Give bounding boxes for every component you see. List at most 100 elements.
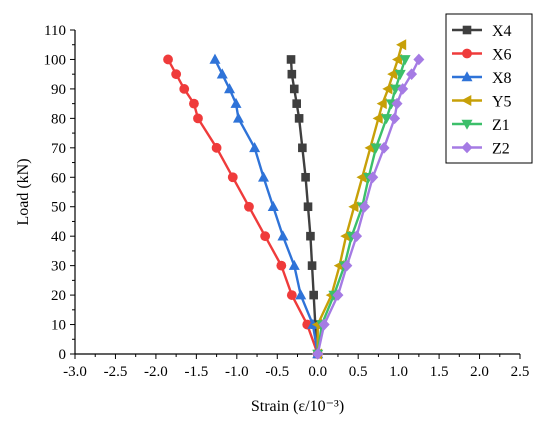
data-point-triangle [348,201,359,213]
x-tick-label: -2.5 [104,364,128,380]
data-point-triangle [277,230,289,241]
data-point-circle [244,201,254,212]
legend-box [445,13,533,164]
legend: X4 X6 X8 Y5 Z1 Z2 [445,13,533,164]
y-axis-title: Load (kN) [15,158,32,225]
y-tick-label: 20 [51,288,66,304]
data-point-diamond [389,112,401,125]
series-line [213,58,319,355]
x-tick-label: -1.0 [225,364,249,380]
legend-item: Z2 [452,141,510,158]
data-point-triangle [392,53,403,65]
x-tick-label: 2.0 [470,364,489,380]
y-tick-label: 80 [51,111,66,127]
series-z2 [312,53,425,360]
legend-item: X4 [452,23,512,40]
legend-label: X8 [492,70,512,87]
y-tick-label: 100 [44,52,67,68]
data-point-diamond [413,53,425,66]
data-point-triangle [258,171,270,182]
legend-label: X4 [492,23,512,40]
data-point-diamond [312,348,324,360]
data-point-diamond [391,97,403,110]
legend-item: X6 [452,47,512,64]
y-tick-label: 10 [51,318,66,334]
data-point-triangle [224,83,236,94]
data-point-diamond [318,318,330,331]
data-point-diamond [397,83,409,95]
data-point-triangle [387,68,398,80]
data-point-triangle [399,55,411,66]
legend-item: Z1 [452,117,510,134]
y-tick-label: 40 [51,229,66,245]
data-point-diamond [367,171,379,184]
x-tick-label: -1.5 [184,364,208,380]
data-point-circle [193,113,203,124]
data-point-square [307,261,317,270]
data-point-square [286,55,296,64]
x-tick-label: -2.0 [144,364,168,380]
legend-label: Z1 [492,117,510,134]
data-point-diamond [406,68,418,80]
data-point-square [298,143,307,153]
data-point-circle [179,84,190,94]
x-tick-label: 2.5 [511,364,530,380]
series-y5 [311,39,407,360]
data-point-circle [163,54,173,65]
data-point-triangle [356,171,367,183]
data-point-diamond [351,230,363,242]
data-point-triangle [381,114,392,125]
data-point-square [462,25,472,35]
y-tick-label: 70 [51,141,66,157]
data-point-diamond [332,289,344,301]
data-point-triangle [461,71,473,82]
data-point-square [289,84,299,94]
data-point-triangle [461,119,473,130]
y-tick-label: 90 [51,82,66,98]
x-axis-title: Strain (ε/10⁻³) [251,398,344,415]
x-tick-label: -3.0 [63,364,87,380]
data-point-triangle [230,97,242,108]
y-tick-label: 110 [44,23,66,39]
legend-label: Y5 [492,94,512,111]
data-point-square [294,114,304,123]
data-point-triangle [389,84,401,95]
data-point-triangle [372,112,383,124]
legend-label: Z2 [492,141,510,158]
x-tick-label: 1.0 [389,364,408,380]
legend-item: Y5 [452,94,512,111]
data-point-circle [171,69,182,80]
series-layer [163,39,425,360]
data-point-triangle [370,143,382,154]
y-tick-label: 50 [51,200,66,216]
data-point-diamond [359,200,371,213]
legend-item: X8 [452,70,512,87]
data-point-triangle [267,200,279,212]
data-point-diamond [378,142,390,154]
data-point-triangle [396,39,407,51]
data-point-triangle [295,289,307,300]
data-point-circle [189,98,199,109]
data-point-square [292,99,301,108]
data-point-square [287,69,297,79]
data-point-circle [286,290,297,300]
series-x4 [286,55,323,359]
x-tick-label: 0.5 [349,364,368,380]
data-point-circle [260,231,271,242]
data-point-square [306,231,315,241]
y-tick-label: 60 [51,170,66,186]
data-point-diamond [461,141,473,154]
data-point-triangle [376,98,387,110]
data-point-diamond [341,259,353,272]
data-point-triangle [394,69,406,80]
data-point-square [301,172,310,182]
legend-label: X6 [492,47,512,64]
data-point-triangle [209,53,221,64]
x-tick-label: 0.0 [308,364,327,380]
data-point-circle [227,172,238,183]
x-tick-label: -0.5 [265,364,289,380]
data-point-triangle [382,83,393,95]
axes: -3.0 -2.5 -2.0 -1.5 -1.0 -0.5 0.0 0.5 1.0 1.5 2.0 2… [44,23,530,380]
series-x6 [163,54,323,359]
